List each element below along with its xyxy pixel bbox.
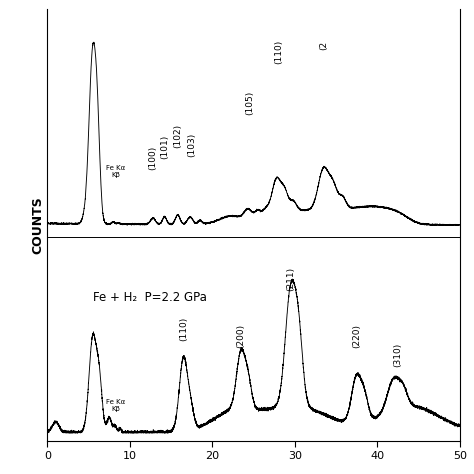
Text: (110): (110) [274,40,283,64]
Y-axis label: COUNTS: COUNTS [32,196,45,254]
Text: Fe Kα
Kβ: Fe Kα Kβ [106,399,126,411]
Text: Fe + H₂  P=2.2 GPa: Fe + H₂ P=2.2 GPa [93,291,207,304]
Text: (220): (220) [352,324,361,348]
Text: (103): (103) [187,133,196,157]
Text: (310): (310) [393,343,402,367]
Text: (105): (105) [245,91,254,115]
Text: Fe Kα
Kβ: Fe Kα Kβ [106,164,126,178]
Text: (100): (100) [148,146,157,170]
Text: (102): (102) [173,124,182,148]
Text: (110): (110) [179,317,188,341]
Text: (200): (200) [237,324,246,348]
Text: (101): (101) [160,135,169,159]
Text: (2: (2 [319,40,328,50]
Text: (211): (211) [286,267,295,292]
